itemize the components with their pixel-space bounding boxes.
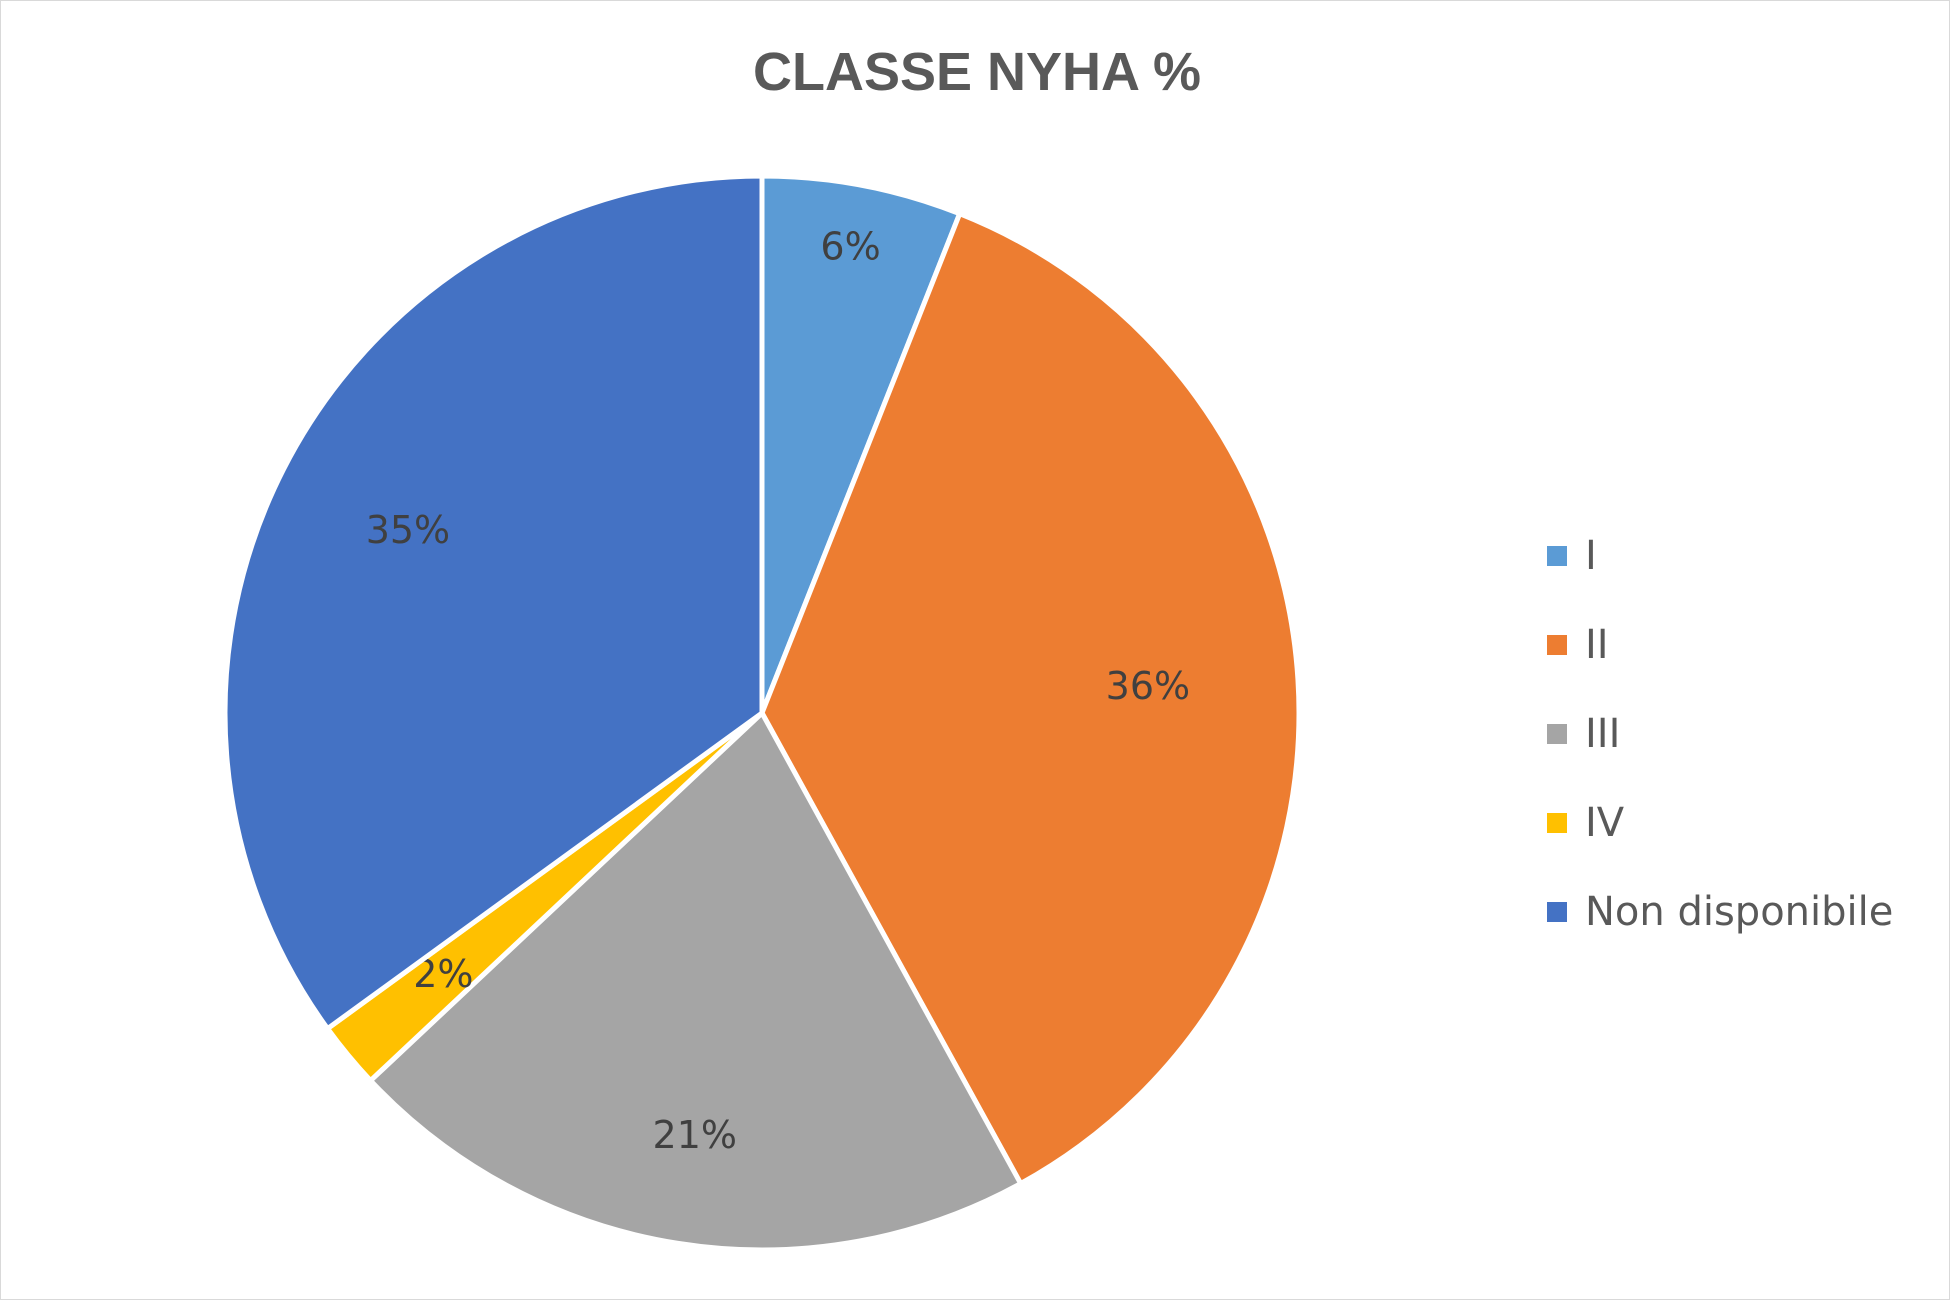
data-label-i: 6% bbox=[820, 224, 880, 268]
legend-label: IV bbox=[1585, 799, 1625, 846]
legend-item-iii: III bbox=[1547, 689, 1893, 778]
legend-label: Non disponibile bbox=[1585, 888, 1894, 935]
legend-item-ii: II bbox=[1547, 600, 1893, 689]
legend-swatch bbox=[1547, 545, 1567, 566]
legend-swatch bbox=[1547, 901, 1567, 922]
legend: I II III IV Non disponibile bbox=[1547, 511, 1893, 956]
legend-swatch bbox=[1547, 723, 1567, 744]
pie-slice-ii bbox=[759, 211, 1302, 1187]
legend-item-i: I bbox=[1547, 511, 1893, 600]
pie-slice-i bbox=[759, 173, 963, 716]
legend-swatch bbox=[1547, 634, 1567, 655]
legend-label: III bbox=[1585, 710, 1621, 757]
chart-title: CLASSE NYHA % bbox=[752, 42, 1202, 102]
legend-item-non-disponibile: Non disponibile bbox=[1547, 867, 1893, 956]
data-label-ii: 36% bbox=[1106, 664, 1190, 708]
pie-slice-iii bbox=[368, 710, 1024, 1253]
legend-item-iv: IV bbox=[1547, 778, 1893, 867]
data-label-iii: 21% bbox=[653, 1113, 737, 1157]
data-label-non-disponibile: 35% bbox=[366, 508, 450, 552]
legend-label: I bbox=[1585, 532, 1597, 579]
legend-swatch bbox=[1547, 812, 1567, 833]
pie-slice-non-disponibile bbox=[222, 173, 765, 1032]
legend-label: II bbox=[1585, 621, 1609, 668]
